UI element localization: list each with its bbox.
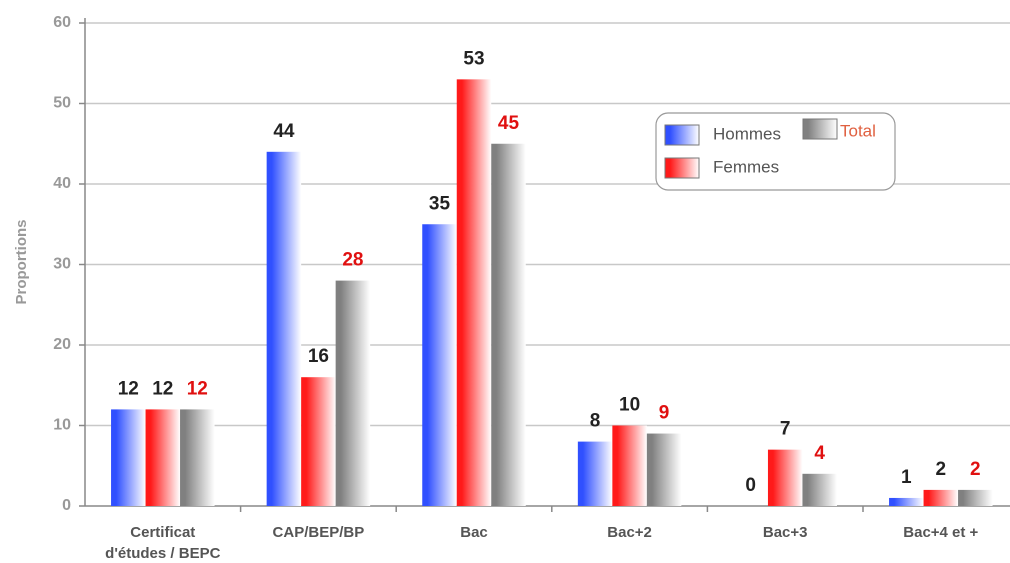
legend-swatch — [664, 157, 700, 179]
data-label: 28 — [342, 250, 363, 271]
y-tick-label: 30 — [53, 256, 71, 273]
bar — [802, 473, 837, 506]
data-label: 0 — [745, 475, 756, 496]
data-label: 12 — [118, 378, 139, 399]
data-label: 7 — [780, 419, 791, 440]
y-tick-label: 10 — [53, 417, 71, 434]
data-label: 45 — [498, 113, 520, 134]
x-tick-label: CAP/BEP/BP — [272, 524, 365, 541]
x-tick-label: Certificat d'études / BEPC — [105, 524, 221, 562]
data-label: 44 — [273, 121, 295, 142]
legend-swatch — [664, 124, 700, 146]
data-label: 2 — [936, 459, 947, 480]
data-label: 35 — [429, 193, 451, 214]
bar — [889, 497, 924, 506]
data-label: 16 — [308, 346, 329, 367]
y-tick-label: 0 — [62, 497, 71, 514]
bar — [767, 449, 803, 506]
y-axis-label: Proportions — [13, 220, 30, 305]
legend-label: Total — [840, 121, 876, 140]
bar — [923, 489, 959, 506]
legend-label: Hommes — [713, 124, 781, 143]
data-label: 1 — [901, 467, 912, 488]
data-label: 4 — [814, 443, 825, 464]
x-tick-label: Bac — [460, 524, 488, 541]
y-tick-label: 50 — [53, 95, 71, 112]
legend-label: Femmes — [713, 157, 779, 176]
bar — [456, 79, 492, 506]
bar — [491, 143, 526, 506]
bar — [266, 151, 302, 507]
data-label: 8 — [590, 411, 601, 432]
bar — [301, 377, 336, 506]
data-label: 2 — [970, 459, 981, 480]
data-label: 53 — [463, 48, 484, 69]
data-label: 9 — [659, 403, 670, 424]
legend-swatch — [802, 118, 838, 140]
bar — [335, 280, 371, 506]
data-label: 12 — [152, 378, 173, 399]
bar — [577, 441, 613, 506]
bar — [422, 224, 457, 506]
data-label: 12 — [187, 378, 208, 399]
bar — [180, 409, 215, 506]
y-tick-label: 20 — [53, 336, 71, 353]
y-tick-label: 40 — [53, 175, 71, 192]
bar — [145, 409, 181, 506]
data-label: 10 — [619, 395, 640, 416]
bar — [646, 433, 682, 506]
x-tick-label: Bac+3 — [762, 524, 808, 541]
x-tick-label: Bac+2 — [607, 524, 652, 541]
bar — [612, 425, 647, 506]
x-tick-label: Bac+4 et + — [903, 524, 979, 541]
bar — [958, 489, 993, 506]
y-tick-label: 60 — [53, 14, 71, 31]
bar — [111, 409, 146, 506]
